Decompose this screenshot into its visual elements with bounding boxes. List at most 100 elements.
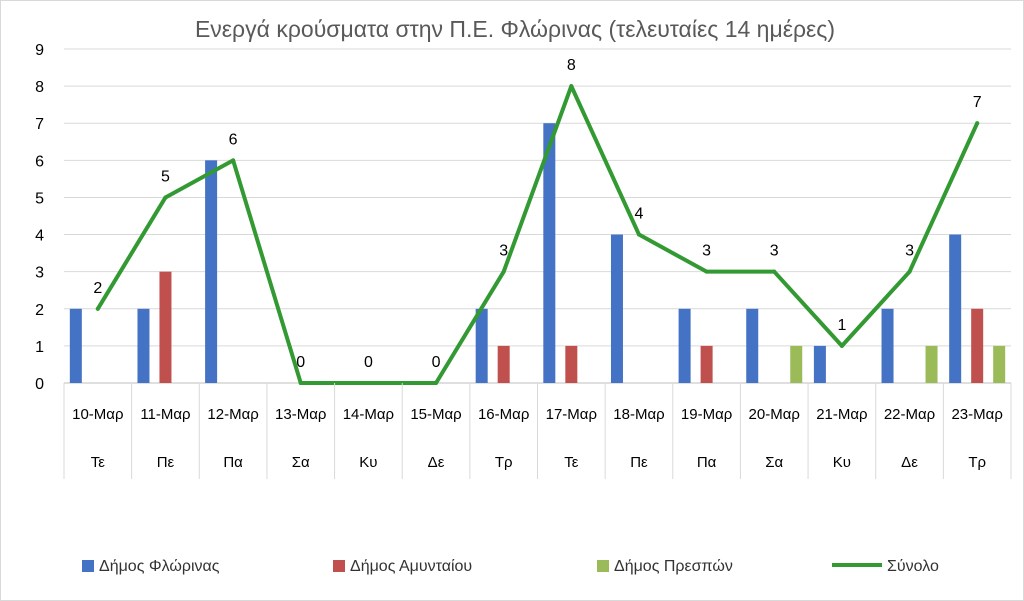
x-day-label: Πα bbox=[223, 454, 243, 471]
bar bbox=[881, 308, 894, 383]
bar bbox=[993, 345, 1006, 383]
line-point bbox=[434, 381, 439, 385]
bar bbox=[678, 308, 691, 383]
bar bbox=[813, 345, 826, 383]
data-label: 3 bbox=[905, 243, 914, 260]
x-tick-label: 23-Μαρ bbox=[951, 406, 1002, 423]
line-point bbox=[163, 195, 168, 200]
x-day-label: Σα bbox=[765, 454, 783, 471]
line-point bbox=[569, 84, 574, 89]
bar bbox=[497, 345, 510, 383]
data-label: 3 bbox=[499, 243, 508, 260]
bar bbox=[700, 345, 713, 383]
y-tick-label: 2 bbox=[35, 302, 44, 319]
y-tick-label: 9 bbox=[35, 42, 44, 59]
line-point bbox=[636, 232, 641, 237]
line-point bbox=[298, 381, 303, 385]
x-day-label: Τε bbox=[564, 454, 579, 471]
data-label: 0 bbox=[296, 354, 305, 371]
x-tick-label: 15-Μαρ bbox=[410, 406, 461, 423]
data-label: 0 bbox=[364, 354, 373, 371]
x-tick-label: 13-Μαρ bbox=[275, 406, 326, 423]
x-tick-label: 16-Μαρ bbox=[478, 406, 529, 423]
data-label: 6 bbox=[229, 131, 238, 148]
y-tick-label: 1 bbox=[35, 339, 44, 356]
x-tick-label: 20-Μαρ bbox=[749, 406, 800, 423]
x-tick-label: 14-Μαρ bbox=[343, 406, 394, 423]
x-tick-label: 10-Μαρ bbox=[72, 406, 123, 423]
data-label: 3 bbox=[702, 243, 711, 260]
x-day-label: Πα bbox=[697, 454, 717, 471]
bar bbox=[475, 308, 488, 383]
legend-swatch bbox=[333, 560, 345, 572]
x-day-label: Πε bbox=[157, 454, 175, 471]
bar bbox=[159, 271, 172, 383]
series-line bbox=[95, 84, 980, 385]
bar bbox=[971, 308, 984, 383]
data-label: 4 bbox=[635, 206, 644, 223]
data-label: 2 bbox=[93, 280, 102, 297]
bars bbox=[69, 123, 1006, 383]
line-point bbox=[772, 269, 777, 274]
data-labels: 2 5 6 0 0 0 3 8 4 3 3 1 3 7 bbox=[93, 57, 981, 371]
data-label: 0 bbox=[432, 354, 441, 371]
x-day-label: Τε bbox=[91, 454, 106, 471]
data-label: 1 bbox=[837, 317, 846, 334]
line-point bbox=[704, 269, 709, 274]
bar bbox=[137, 308, 150, 383]
x-day-label: Δε bbox=[901, 454, 918, 471]
y-tick-label: 6 bbox=[35, 153, 44, 170]
x-day-label: Πε bbox=[630, 454, 648, 471]
line-point bbox=[839, 343, 844, 348]
bar bbox=[925, 345, 938, 383]
y-axis-ticks: 0 1 2 3 4 5 6 7 8 9 bbox=[35, 42, 44, 393]
x-tick-label: 21-Μαρ bbox=[816, 406, 867, 423]
bar bbox=[69, 308, 82, 383]
bar bbox=[610, 234, 623, 383]
data-label: 7 bbox=[973, 94, 982, 111]
bar bbox=[949, 234, 962, 383]
y-tick-label: 8 bbox=[35, 79, 44, 96]
legend-label: Δήμος Αμυνταίου bbox=[350, 558, 472, 575]
x-day-label: Τρ bbox=[495, 454, 513, 471]
x-axis-ticks: 10-Μαρ Τε 11-Μαρ Πε 12-Μαρ Πα 13-Μαρ Σα 14-Μαρ Κυ… bbox=[63, 383, 1012, 479]
y-tick-label: 5 bbox=[35, 190, 44, 207]
total-line bbox=[95, 84, 980, 385]
bar bbox=[543, 123, 556, 383]
x-day-label: Δε bbox=[428, 454, 445, 471]
legend-label: Δήμος Φλώρινας bbox=[99, 558, 220, 575]
y-tick-label: 3 bbox=[35, 265, 44, 282]
chart-title: Ενεργά κρούσματα στην Π.Ε. Φλώρινας (τελ… bbox=[195, 16, 835, 42]
line-point bbox=[907, 269, 912, 274]
x-tick-label: 17-Μαρ bbox=[546, 406, 597, 423]
gridlines bbox=[64, 48, 1011, 384]
data-label: 8 bbox=[567, 57, 576, 74]
x-tick-label: 22-Μαρ bbox=[884, 406, 935, 423]
legend-swatch bbox=[82, 560, 94, 572]
bar bbox=[790, 345, 803, 383]
y-tick-label: 7 bbox=[35, 116, 44, 133]
legend: Δήμος Φλώρινας Δήμος Αμυνταίου Δήμος Πρεσπ… bbox=[82, 558, 939, 575]
data-label: 5 bbox=[161, 168, 170, 185]
bar bbox=[565, 345, 578, 383]
line-point bbox=[975, 121, 980, 126]
legend-label: Δήμος Πρεσπών bbox=[614, 558, 733, 575]
x-day-label: Σα bbox=[292, 454, 310, 471]
x-day-label: Κυ bbox=[833, 454, 851, 471]
line-point bbox=[501, 269, 506, 274]
line-point bbox=[95, 306, 100, 311]
x-tick-label: 18-Μαρ bbox=[613, 406, 664, 423]
line-point bbox=[231, 158, 236, 163]
x-tick-label: 11-Μαρ bbox=[140, 406, 190, 423]
legend-swatch bbox=[597, 560, 609, 572]
y-tick-label: 4 bbox=[35, 228, 44, 245]
data-label: 3 bbox=[770, 243, 779, 260]
line-point bbox=[366, 381, 371, 385]
y-tick-label: 0 bbox=[35, 376, 44, 393]
bar bbox=[205, 160, 218, 383]
x-tick-label: 19-Μαρ bbox=[681, 406, 732, 423]
x-tick-label: 12-Μαρ bbox=[207, 406, 258, 423]
bar bbox=[746, 308, 759, 383]
